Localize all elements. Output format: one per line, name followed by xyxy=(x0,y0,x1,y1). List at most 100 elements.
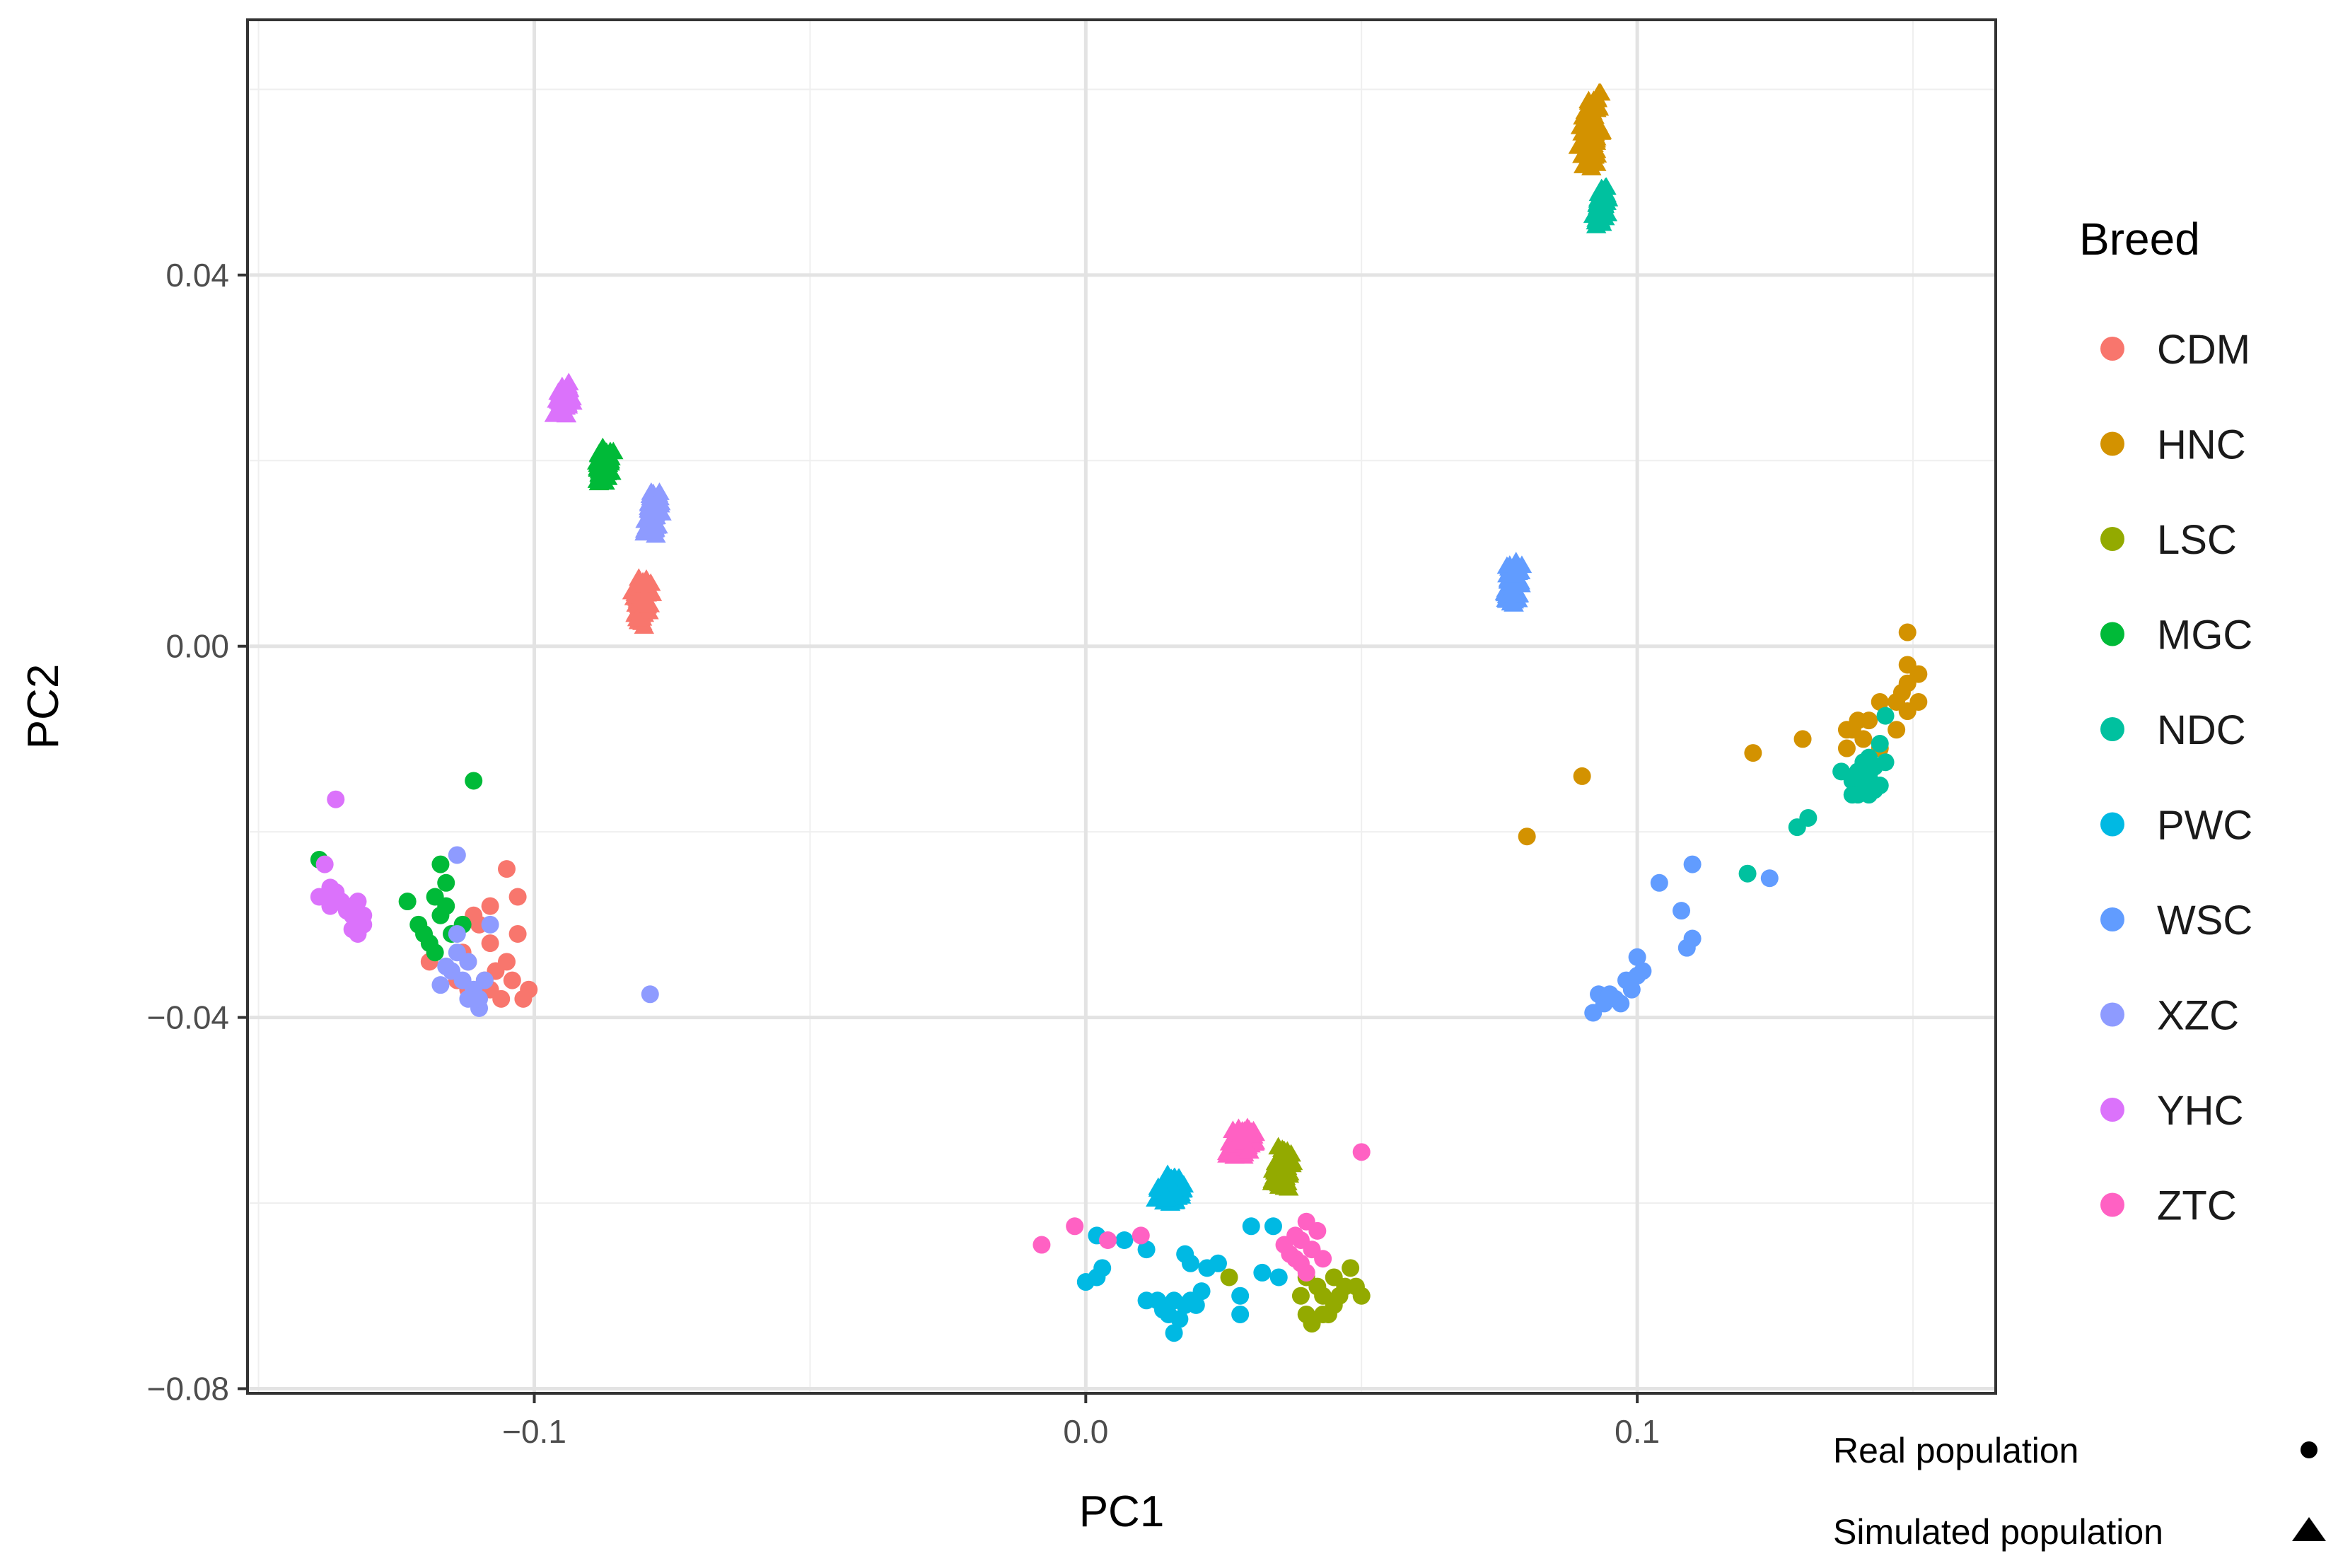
simulated-point-hnc xyxy=(1580,121,1600,139)
real-point-wsc xyxy=(1628,948,1646,966)
real-point-wsc xyxy=(1622,980,1641,999)
simulated-point-hnc xyxy=(1578,92,1600,110)
real-point-pwc xyxy=(1076,1273,1095,1291)
real-point-pwc xyxy=(1264,1217,1282,1236)
real-point-ztc xyxy=(1099,1231,1117,1249)
legend-label-cdm: CDM xyxy=(2157,327,2250,373)
real-point-pwc xyxy=(1231,1305,1250,1323)
real-point-wsc xyxy=(1683,929,1702,948)
real-point-xzc xyxy=(641,985,659,1004)
real-point-xzc xyxy=(448,943,466,962)
real-point-lsc xyxy=(1352,1287,1371,1305)
simulated-point-pwc xyxy=(1156,1186,1177,1204)
simulated-point-yhc xyxy=(552,393,573,410)
real-point-ndc xyxy=(1876,707,1895,725)
real-point-hnc xyxy=(1871,692,1889,711)
real-point-lsc xyxy=(1220,1268,1238,1287)
x-axis-title: PC1 xyxy=(1079,1487,1165,1536)
real-point-hnc xyxy=(1837,739,1856,757)
real-point-hnc xyxy=(1837,721,1856,739)
real-point-xzc xyxy=(437,957,455,975)
real-point-xzc xyxy=(481,915,499,934)
x-tick-label: −0.1 xyxy=(502,1413,566,1450)
real-point-hnc xyxy=(1888,721,1906,739)
y-tick-label: −0.04 xyxy=(147,999,229,1036)
simulated-point-mgc xyxy=(589,453,610,471)
real-point-lsc xyxy=(1342,1259,1360,1277)
legend-label-wsc: WSC xyxy=(2157,898,2252,943)
real-point-xzc xyxy=(448,846,466,864)
real-point-cdm xyxy=(481,897,499,915)
real-point-pwc xyxy=(1170,1310,1189,1328)
simulated-point-hnc xyxy=(1572,145,1593,163)
real-point-wsc xyxy=(1760,869,1779,888)
simulated-point-ndc xyxy=(1590,201,1611,219)
simulated-point-wsc xyxy=(1504,565,1524,583)
real-point-ndc xyxy=(1788,818,1806,837)
legend-label-ztc: ZTC xyxy=(2157,1183,2237,1229)
real-point-cdm xyxy=(481,934,499,953)
real-point-ztc xyxy=(1286,1226,1305,1245)
real-point-pwc xyxy=(1242,1217,1260,1236)
simulated-point-hnc xyxy=(1578,108,1598,126)
real-point-xzc xyxy=(470,989,489,1008)
panel-border xyxy=(246,18,1997,1395)
simulated-point-xzc xyxy=(640,500,661,518)
real-point-pwc xyxy=(1165,1324,1183,1342)
real-point-ndc xyxy=(1876,753,1895,772)
real-point-hnc xyxy=(1898,702,1917,721)
real-point-mgc xyxy=(415,924,434,943)
legend-key-lsc xyxy=(2100,527,2124,551)
real-point-yhc xyxy=(310,888,328,906)
real-point-cdm xyxy=(508,924,527,943)
real-point-wsc xyxy=(1600,985,1619,1004)
legend-key-hnc xyxy=(2100,431,2124,456)
real-point-cdm xyxy=(503,971,521,989)
real-point-hnc xyxy=(1793,730,1812,748)
real-point-ndc xyxy=(1843,786,1861,804)
real-point-lsc xyxy=(1291,1287,1310,1305)
real-point-mgc xyxy=(465,772,483,790)
x-tick-label: 0.0 xyxy=(1063,1413,1108,1450)
real-point-wsc xyxy=(1634,962,1652,980)
real-point-hnc xyxy=(1854,730,1873,748)
real-point-xzc xyxy=(475,971,494,989)
real-point-pwc xyxy=(1253,1263,1272,1282)
real-point-lsc xyxy=(1308,1277,1327,1296)
real-point-mgc xyxy=(437,873,455,892)
simulated-point-wsc xyxy=(1501,581,1522,600)
shape-legend-label: Real population xyxy=(1833,1431,2079,1470)
real-point-xzc xyxy=(448,924,466,943)
real-point-pwc xyxy=(1181,1254,1199,1272)
simulated-point-cdm xyxy=(640,573,661,591)
real-point-ztc xyxy=(1314,1250,1332,1268)
legend-label-pwc: PWC xyxy=(2157,803,2252,849)
real-point-ztc xyxy=(1066,1217,1084,1236)
real-point-cdm xyxy=(498,953,516,971)
minor-gridlines xyxy=(248,20,1996,1393)
major-gridlines xyxy=(248,20,1996,1393)
real-point-pwc xyxy=(1181,1291,1199,1310)
simulated-point-ndc xyxy=(1591,186,1612,204)
real-point-ndc xyxy=(1871,734,1889,753)
real-point-lsc xyxy=(1319,1305,1337,1323)
x-axis-ticks: −0.1 0.0 0.1 xyxy=(502,1393,1660,1450)
real-point-yhc xyxy=(315,855,334,873)
legend-key-cdm xyxy=(2100,337,2124,361)
real-point-mgc xyxy=(398,893,417,911)
legend-label-ndc: NDC xyxy=(2157,707,2246,753)
y-tick-label: −0.08 xyxy=(147,1370,229,1407)
real-point-hnc xyxy=(1860,712,1878,730)
real-point-ndc xyxy=(1832,762,1851,781)
simulated-point-mgc xyxy=(590,465,610,484)
legend-label-xzc: XZC xyxy=(2157,993,2239,1039)
real-point-ndc xyxy=(1849,762,1867,781)
legend-label-mgc: MGC xyxy=(2157,612,2252,658)
legend-key-xzc xyxy=(2100,1002,2124,1027)
real-point-pwc xyxy=(1115,1231,1134,1249)
real-point-pwc xyxy=(1209,1254,1227,1272)
legend-label-hnc: HNC xyxy=(2157,422,2246,468)
real-point-ndc xyxy=(1860,748,1878,767)
simulated-point-ztc xyxy=(1238,1140,1260,1158)
